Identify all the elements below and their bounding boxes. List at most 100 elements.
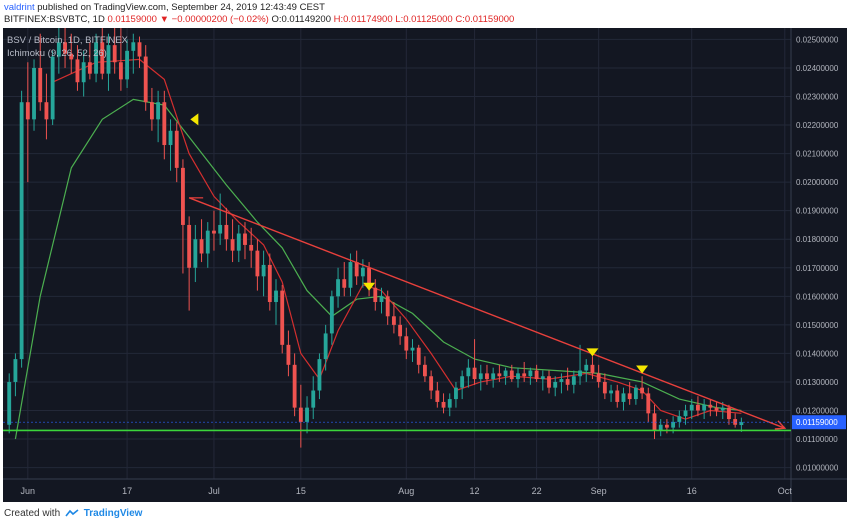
candle (354, 250, 359, 285)
candle (131, 33, 136, 74)
candle-body (317, 359, 322, 391)
indicator-label[interactable]: Ichimoku (9, 26, 52, 26) (7, 48, 107, 59)
candle (429, 370, 434, 400)
candle (44, 73, 49, 140)
candle (274, 279, 278, 325)
candle (422, 356, 427, 382)
candle-body (379, 296, 384, 303)
author-link[interactable]: valdrint (4, 2, 35, 13)
candle-body (13, 359, 18, 382)
candle (540, 370, 545, 391)
candle (410, 339, 415, 362)
candle-body (348, 262, 353, 288)
candle-body (503, 370, 508, 377)
open-value: O:0.01149200 (271, 14, 331, 25)
candle (106, 33, 111, 91)
candle-body (522, 373, 527, 377)
candle (373, 279, 378, 311)
marker-triangle-icon (586, 348, 599, 357)
candle-body (131, 42, 136, 51)
candle-body (509, 370, 514, 380)
candle-body (280, 290, 285, 345)
current-price-tag (792, 415, 846, 430)
candle (739, 417, 744, 432)
quote-line: BITFINEX:BSVBTC, 1D 0.01159000 ▼ −0.0000… (4, 14, 514, 25)
candle-body (168, 130, 173, 146)
candle-body (516, 373, 520, 380)
candle (553, 376, 558, 397)
candle (205, 222, 210, 268)
candle (547, 370, 551, 394)
candle (485, 364, 489, 385)
candle-body (664, 424, 669, 428)
candle-body (621, 393, 626, 402)
price-tick-label: 0.01700000 (796, 264, 839, 273)
candle (714, 401, 719, 417)
candle-body (94, 42, 98, 74)
candle-body (398, 324, 403, 337)
price-tick-label: 0.02400000 (796, 64, 839, 73)
candle-body (87, 62, 92, 74)
candle-body (69, 53, 74, 60)
candle (528, 367, 533, 385)
low-value: L:0.01125000 (395, 14, 453, 25)
candle-body (422, 364, 427, 377)
candle (94, 33, 98, 83)
time-tick-label: Sep (591, 486, 607, 496)
price-tick-label: 0.02500000 (796, 35, 839, 44)
candle (491, 367, 496, 388)
candle (609, 384, 613, 402)
candle (261, 250, 266, 297)
candle (212, 210, 216, 251)
tradingview-brand[interactable]: TradingView (83, 508, 143, 519)
candle-body (460, 376, 465, 388)
candle (627, 381, 632, 405)
time-tick-label: 15 (296, 486, 306, 496)
candle-body (19, 102, 24, 360)
candle (249, 227, 254, 268)
candle (25, 62, 30, 183)
created-with-label: Created with (4, 508, 61, 519)
candle (385, 290, 390, 325)
candle (305, 396, 309, 434)
candle-body (714, 407, 719, 411)
candle (416, 344, 421, 374)
price-tick-label: 0.02300000 (796, 93, 839, 102)
price-chart[interactable]: 0.02500000 0.02400000 0.02300000 0.02200000… (3, 28, 847, 502)
candle-body (224, 224, 229, 240)
candle (81, 50, 86, 97)
candle (56, 28, 61, 74)
candle-body (311, 390, 316, 408)
candle-body (627, 393, 632, 400)
time-tick-label: 16 (687, 486, 697, 496)
candle-body (720, 407, 725, 411)
marker-triangle-icon (363, 282, 376, 291)
candle (460, 370, 465, 400)
candle (590, 356, 595, 380)
candle (683, 404, 688, 425)
candle (497, 364, 502, 382)
candle (187, 216, 192, 311)
chart-legend: BSV / Bitcoin, 1D, BITFINEX Ichimoku (9,… (7, 34, 128, 60)
candle (336, 267, 340, 308)
candle-body (44, 102, 49, 120)
chart-pane[interactable]: 0.02500000 0.02400000 0.02300000 0.02200000… (3, 28, 847, 502)
candle-body (485, 373, 489, 380)
candle-body (286, 344, 291, 365)
candle-body (230, 239, 235, 251)
candle (727, 404, 731, 425)
price-tick-label: 0.02100000 (796, 150, 839, 159)
candle-body (553, 381, 558, 388)
candle-body (472, 367, 477, 380)
candle-body (143, 56, 148, 103)
candle (63, 28, 67, 68)
candle-body (596, 373, 601, 382)
candle (118, 28, 123, 91)
price-tick-label: 0.01500000 (796, 321, 839, 330)
candle-body (534, 370, 539, 380)
candle (571, 370, 576, 394)
candle-body (156, 102, 161, 120)
candle (621, 387, 626, 411)
candle (441, 393, 446, 414)
candle (640, 376, 645, 400)
